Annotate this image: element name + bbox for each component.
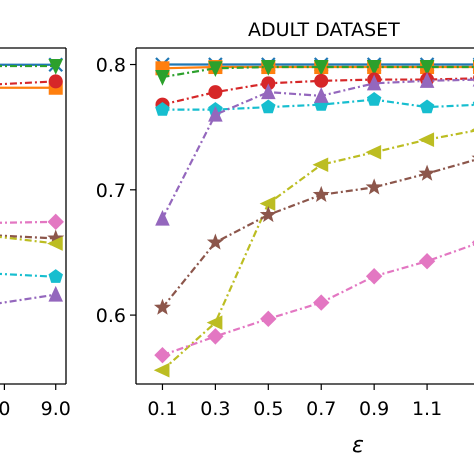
series-4-line (0, 293, 56, 305)
x-tick-label: 0.5 (253, 398, 283, 420)
series-8-point (418, 253, 436, 270)
x-tick-label: 0.9 (359, 398, 389, 420)
x-tick-label: 9.0 (41, 398, 71, 420)
x-axis-label: ε (352, 433, 364, 458)
series-6-point (153, 362, 170, 378)
series-6-line (0, 220, 56, 224)
series-4-point (366, 91, 382, 106)
y-tick-label: 0.8 (96, 55, 126, 77)
series-7-point (259, 205, 277, 223)
series-5-point (419, 72, 435, 88)
series-2 (0, 59, 64, 75)
right-panel: ADULT DATASET 0.1 0.3 0.5 0.7 0.9 1.1 0.60.70… (96, 19, 474, 458)
series-5 (155, 72, 474, 226)
series-5-line (0, 234, 56, 240)
series-5-point (155, 209, 170, 226)
series-6 (0, 213, 64, 231)
series-5-point (366, 74, 382, 91)
series-8-point (365, 268, 383, 285)
right-x-ticks: 0.1 0.3 0.5 0.7 0.9 1.1 (147, 384, 442, 420)
series-8-point (48, 269, 63, 283)
series-7-point (418, 164, 436, 181)
series-7-point (47, 236, 63, 251)
series-2-point (313, 60, 329, 76)
series-8 (154, 240, 474, 364)
chart-title: ADULT DATASET (248, 19, 400, 41)
series-5-point (261, 83, 276, 100)
series-8 (0, 269, 63, 283)
series-4 (0, 285, 64, 305)
series-7-point (365, 178, 383, 195)
series-5-point (313, 87, 329, 103)
series-2-point (261, 60, 276, 76)
right-plot-area (153, 57, 474, 378)
series-2-point (419, 60, 435, 76)
series-7-line (0, 235, 56, 245)
series-2-point (366, 60, 382, 76)
x-tick-label: 1.1 (412, 398, 442, 420)
series-8-line (0, 272, 56, 278)
y-tick-label: 0.6 (96, 305, 126, 327)
series-3-point (208, 85, 223, 100)
series-4-point (419, 99, 435, 114)
series-2 (155, 60, 474, 86)
series-3 (0, 74, 63, 89)
series-6-point (365, 144, 382, 160)
x-tick-label: 0.7 (306, 398, 336, 420)
series-7-point (206, 233, 224, 250)
x-tick-label: 0.3 (200, 398, 230, 420)
series-7 (153, 155, 474, 315)
left-x-ticks: 0 9.0 (0, 384, 71, 420)
series-6-point (312, 157, 329, 173)
series-8-point (260, 310, 277, 328)
y-tick-label: 0.7 (96, 180, 126, 202)
series-3-point (48, 74, 63, 89)
left-panel: 0 9.0 (0, 47, 71, 420)
series-3-line (0, 80, 56, 86)
series-2-point (208, 61, 223, 77)
series-8-point (154, 346, 171, 364)
series-4-point (48, 285, 64, 302)
right-y-ticks: 0.6 0.7 0.8 (96, 55, 136, 327)
series-6-point (47, 213, 64, 231)
series-8-point (313, 294, 330, 311)
series-6-point (259, 196, 276, 211)
series-3-point (314, 73, 329, 88)
x-tick-label: 0 (0, 398, 10, 420)
series-6 (153, 128, 474, 378)
series-4-point (155, 102, 170, 116)
series-7 (0, 235, 63, 251)
series-6-point (206, 315, 223, 330)
series-8-point (207, 328, 224, 345)
x-tick-label: 0.1 (147, 398, 177, 420)
series-7-point (153, 298, 171, 315)
series-2-point (155, 70, 170, 86)
series-6-point (418, 132, 435, 147)
series-4-point (261, 99, 276, 114)
series-2-point (48, 59, 64, 75)
series-5-point (208, 105, 223, 122)
left-plot-area (0, 57, 65, 305)
series-7-point (312, 185, 330, 203)
series-7-line (161, 159, 474, 309)
